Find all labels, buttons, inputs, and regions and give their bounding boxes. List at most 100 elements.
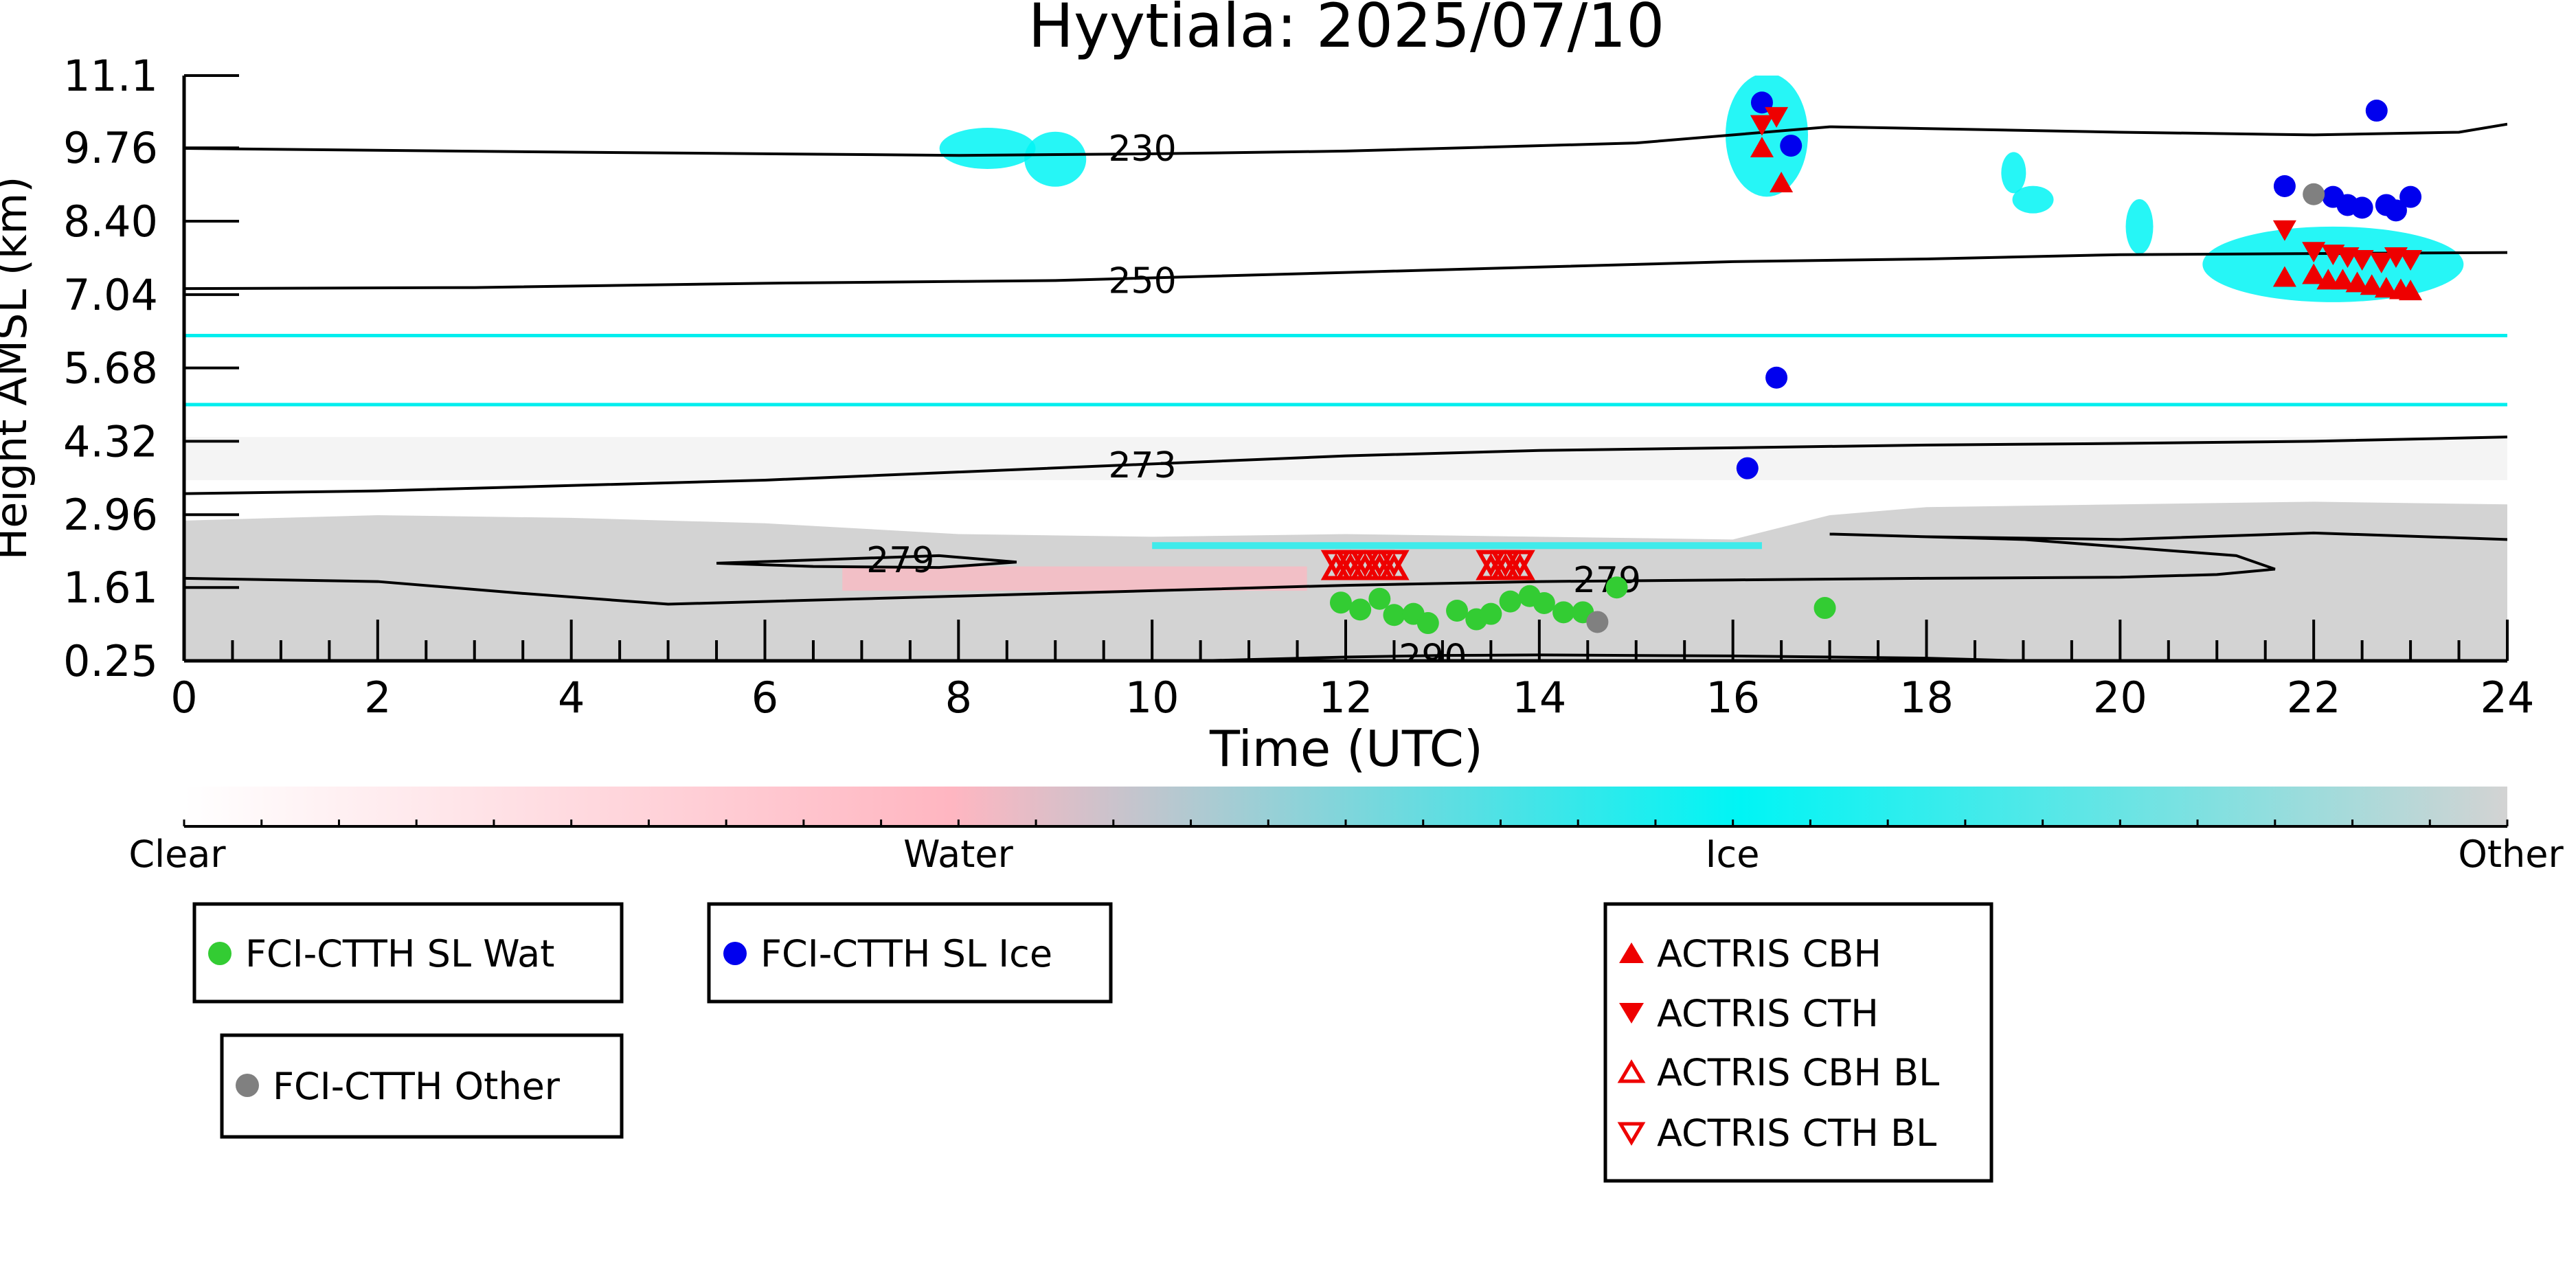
x-tick-label-0: 0 <box>170 673 197 723</box>
legend-marker-wat <box>208 942 231 965</box>
marker-actris-cth-bl-6 <box>1490 550 1521 577</box>
legend-box-other <box>220 1033 624 1139</box>
colorbar: Clear Water Ice Other <box>128 787 2564 876</box>
data-markers <box>1320 91 2423 635</box>
marker-actris-cth-3 <box>2302 242 2326 263</box>
marker-actris-cth-6 <box>2350 249 2374 271</box>
x-tick-label-1: 2 <box>364 673 391 723</box>
legend-label-other: FCI-CTTH Other <box>273 1065 561 1108</box>
ice-cloud-patch-4 <box>2012 185 2054 214</box>
ice-class-field <box>1152 542 1762 550</box>
legend-marker-other <box>236 1074 259 1097</box>
chart-title: Hyytiala: 2025/07/10 <box>1028 0 1664 61</box>
marker-actris-cbh-bl-6 <box>1490 553 1521 580</box>
x-tick-label-7: 14 <box>1512 673 1566 723</box>
ice-cloud-patch-1 <box>1024 131 1087 187</box>
marker-fci-ctth-sl-wat-6 <box>1446 599 1469 622</box>
marker-actris-cth-bl-2 <box>1350 550 1381 577</box>
marker-actris-cth-0 <box>1750 115 1774 136</box>
colorbar-label-other: Other <box>2458 833 2564 876</box>
marker-fci-ctth-sl-wat-0 <box>1329 591 1352 614</box>
marker-actris-cth-1 <box>1765 106 1789 128</box>
marker-fci-ctth-sl-wat-14 <box>1605 576 1628 599</box>
marker-fci-ctth-sl-ice-8 <box>2399 185 2422 208</box>
legend-label-wat: FCI-CTTH SL Wat <box>245 932 554 975</box>
x-tick-label-10: 20 <box>2093 673 2147 723</box>
marker-actris-cbh-bl-4 <box>1379 553 1410 580</box>
ice-cloud-patch-2 <box>1726 76 1808 197</box>
x-tick-label-8: 16 <box>1706 673 1760 723</box>
contour-label-2: 273 <box>1108 445 1176 486</box>
ice-cloud-patch-0 <box>939 128 1036 170</box>
legend-label-cth-bl: ACTRIS CTH BL <box>1657 1111 1936 1155</box>
ice-cloud-patch-3 <box>2001 152 2026 194</box>
marker-actris-cth-bl-1 <box>1335 550 1366 577</box>
marker-actris-cth-bl-3 <box>1364 550 1395 577</box>
contour-line-0 <box>184 122 2507 157</box>
marker-actris-cbh-bl-0 <box>1320 553 1352 580</box>
marker-actris-cbh-bl-7 <box>1504 553 1535 580</box>
water-class-field <box>842 566 1307 591</box>
legend-box-actris <box>1603 902 1993 1183</box>
marker-actris-cth-bl-5 <box>1476 550 1506 577</box>
marker-fci-ctth-sl-ice-6 <box>2365 100 2388 122</box>
x-tick-label-5: 10 <box>1125 673 1179 723</box>
colorbar-label-clear: Clear <box>128 833 226 876</box>
colorbar-ticks <box>183 820 2509 826</box>
marker-fci-ctth-sl-ice-11 <box>1736 457 1759 479</box>
marker-actris-cbh-1 <box>1770 172 1794 193</box>
y-tick-label-8: 11.1 <box>63 51 158 101</box>
contour-line-4 <box>716 554 1017 569</box>
x-tick-label-11: 22 <box>2287 673 2341 723</box>
marker-fci-ctth-sl-ice-1 <box>1780 135 1803 157</box>
contour-label-1: 250 <box>1108 260 1176 302</box>
x-axis-ticks: 0 2 4 6 8 10 12 14 16 18 20 22 24 <box>170 620 2534 723</box>
marker-actris-cth-7 <box>2369 252 2393 273</box>
marker-fci-ctth-sl-ice-9 <box>2375 194 2397 216</box>
marker-actris-cth-bl-7 <box>1504 550 1535 577</box>
x-tick-label-9: 18 <box>1899 673 1954 723</box>
x-tick-label-4: 8 <box>945 673 972 723</box>
legend-label-ice: FCI-CTTH SL Ice <box>760 932 1052 975</box>
colorbar-label-ice: Ice <box>1706 833 1760 876</box>
marker-fci-ctth-sl-ice-2 <box>2273 174 2296 197</box>
marker-fci-ctth-sl-wat-2 <box>1368 587 1391 610</box>
legend-marker-ice <box>723 942 747 965</box>
marker-actris-cbh-0 <box>1750 137 1774 158</box>
marker-actris-cbh-3 <box>2302 263 2326 284</box>
y-tick-label-5: 7.04 <box>63 270 158 320</box>
marker-fci-ctth-other-1 <box>1586 611 1609 633</box>
marker-fci-ctth-sl-wat-1 <box>1349 598 1372 621</box>
x-axis-label: Time (UTC) <box>1209 720 1483 778</box>
contour-label-3: 279 <box>1573 560 1641 601</box>
marker-fci-ctth-sl-ice-5 <box>2351 196 2373 219</box>
legend-box-wat <box>192 902 624 1004</box>
marker-actris-cbh-bl-2 <box>1350 553 1381 580</box>
legend-marker-cbh <box>1619 942 1644 963</box>
y-tick-label-2: 2.96 <box>63 490 158 540</box>
marker-fci-ctth-sl-wat-9 <box>1499 590 1522 613</box>
marker-actris-cth-2 <box>2272 220 2296 241</box>
marker-actris-cbh-7 <box>2360 274 2384 295</box>
contour-label-0: 230 <box>1108 128 1176 170</box>
x-tick-label-3: 6 <box>752 673 778 723</box>
contour-line-3 <box>184 531 2507 606</box>
marker-fci-ctth-sl-wat-8 <box>1480 602 1502 625</box>
contour-label-5: 290 <box>1399 637 1467 679</box>
y-tick-label-1: 1.61 <box>63 563 158 613</box>
y-axis-ticks: 0.25 1.61 2.96 4.32 5.68 7.04 8.40 9.76 11.1 <box>63 51 239 686</box>
marker-fci-ctth-sl-wat-15 <box>1814 597 1836 620</box>
legend-marker-cth-bl <box>1617 1122 1646 1146</box>
contour-line-2 <box>184 436 2507 495</box>
legends: FCI-CTTH SL Wat FCI-CTTH SL Ice FCI-CTTH… <box>192 902 1993 1183</box>
legend-label-cth: ACTRIS CTH <box>1657 992 1879 1035</box>
y-tick-label-0: 0.25 <box>63 636 158 686</box>
marker-actris-cbh-bl-5 <box>1476 553 1506 580</box>
legend-label-cbh: ACTRIS CBH <box>1657 932 1882 975</box>
legend-marker-cth <box>1619 1003 1644 1024</box>
y-axis-label: Height AMSL (km) <box>0 177 36 561</box>
y-tick-label-4: 5.68 <box>63 343 158 394</box>
x-tick-label-6: 12 <box>1319 673 1373 723</box>
marker-fci-ctth-sl-wat-5 <box>1416 612 1439 635</box>
